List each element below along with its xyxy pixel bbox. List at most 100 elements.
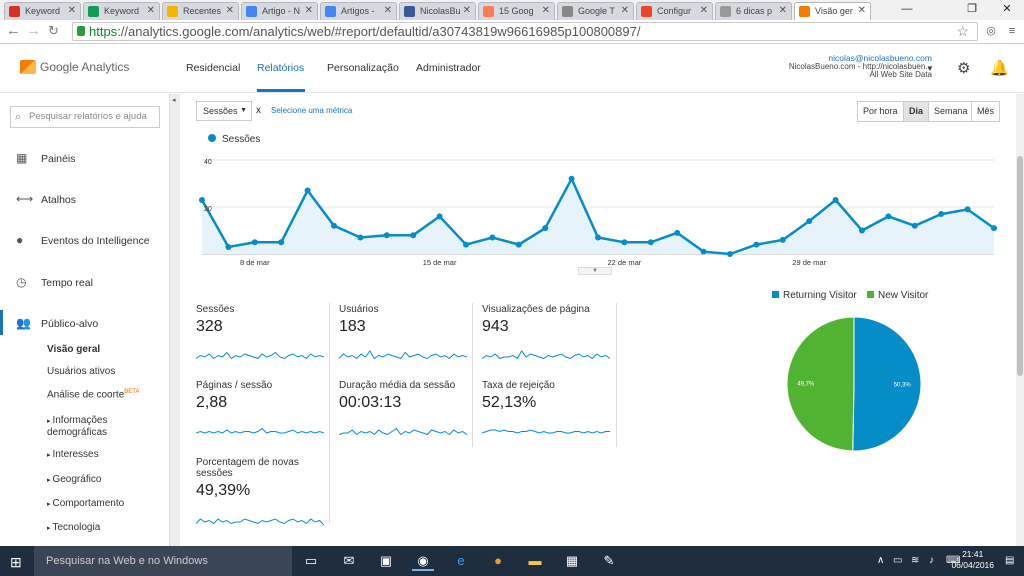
select-metric-link[interactable]: Selecione uma métrica	[271, 106, 353, 115]
close-window-button[interactable]: ✕	[1002, 3, 1012, 15]
browser-tab[interactable]: NicolasBu ✕	[399, 2, 476, 20]
metric-sparkline	[339, 350, 467, 360]
tray-volume-icon[interactable]: ♪	[929, 555, 934, 566]
account-dropdown-icon[interactable]: ▼	[926, 64, 934, 73]
folder-icon[interactable]: ▬	[528, 553, 542, 568]
tab-close-icon[interactable]: ✕	[146, 5, 155, 16]
sparkline-path	[339, 350, 467, 360]
tray-network-icon[interactable]: ▭	[893, 555, 903, 566]
browser-tab[interactable]: Artigos - ✕	[320, 2, 397, 20]
calculator-icon[interactable]: ▦	[565, 553, 579, 568]
paint-icon[interactable]: ✎	[603, 553, 615, 568]
gear-icon[interactable]: ⚙	[957, 60, 971, 77]
scrollbar[interactable]	[1016, 94, 1024, 546]
back-icon[interactable]: ←	[6, 22, 21, 39]
browser-tab[interactable]: Keyword ✕	[4, 2, 81, 20]
product-name: Google Analytics	[40, 60, 130, 74]
tab-close-icon[interactable]: ✕	[304, 5, 313, 16]
browser-tab[interactable]: Artigo - N ✕	[241, 2, 318, 20]
tab-close-icon[interactable]: ✕	[699, 5, 708, 16]
chart-collapse-toggle[interactable]: ▼	[578, 267, 612, 275]
range-month-button[interactable]: Mês	[971, 101, 1001, 122]
sidebar-sub-tecnologia[interactable]: ▸ Tecnologia	[47, 522, 100, 533]
metric-card[interactable]: Taxa de rejeição 52,13%	[482, 380, 618, 444]
mail-icon[interactable]: ✉	[343, 553, 355, 568]
tab-close-icon[interactable]: ✕	[225, 5, 234, 16]
browser-tab[interactable]: 15 Goog ✕	[478, 2, 555, 20]
minimize-button[interactable]: —	[901, 3, 913, 15]
taskbar-clock[interactable]: 21:41 06/04/2016	[951, 549, 994, 571]
browser-tab[interactable]: 6 dicas p ✕	[715, 2, 792, 20]
tray-wifi-icon[interactable]: ≋	[911, 555, 920, 566]
sidebar-sub-usuarios-ativos[interactable]: Usuários ativos	[47, 366, 116, 377]
restore-button[interactable]: ❐	[967, 3, 977, 15]
chrome-menu-icon[interactable]: ≡	[1008, 25, 1016, 37]
sidebar-sub-comportamento[interactable]: ▸ Comportamento	[47, 498, 124, 509]
menu-personalizacao[interactable]: Personalização	[327, 62, 399, 74]
browser-tab[interactable]: Google T ✕	[557, 2, 634, 20]
browser-tab[interactable]: Visão ger ✕	[794, 2, 871, 20]
data-point	[199, 196, 205, 203]
range-hour-button[interactable]: Por hora	[857, 101, 904, 122]
menu-residencial[interactable]: Residencial	[186, 62, 241, 74]
sidebar-item-publico-alvo[interactable]: 👥 Público-alvo	[16, 316, 98, 330]
sidebar-sub-visao-geral[interactable]: Visão geral	[47, 344, 101, 355]
sidebar-sub-analise-coorte[interactable]: Análise de coorteBETA	[47, 389, 140, 400]
tab-favicon-icon	[246, 6, 257, 17]
metric-card[interactable]: Sessões 328	[196, 304, 332, 368]
sidebar-item-paineis[interactable]: ▦ Painéis	[16, 151, 75, 165]
url-field[interactable]: https://analytics.google.com/analytics/w…	[72, 22, 978, 41]
chrome-taskbar-icon[interactable]: ◉	[412, 551, 434, 571]
menu-administrador[interactable]: Administrador	[416, 62, 481, 74]
metric-card[interactable]: Porcentagem de novas sessões 49,39%	[196, 457, 332, 533]
sidebar-sub-demograficas[interactable]: ▸ Informações demográficas	[47, 415, 147, 438]
browser-tab[interactable]: Recentes ✕	[162, 2, 239, 20]
tab-close-icon[interactable]: ✕	[778, 5, 787, 16]
sidebar-sub-geografico[interactable]: ▸ Geográfico	[47, 474, 101, 485]
metric-card[interactable]: Visualizações de página 943	[482, 304, 618, 368]
taskbar-search[interactable]: Pesquisar na Web e no Windows	[34, 546, 292, 576]
edge-icon[interactable]: e	[457, 553, 465, 568]
sidebar-item-tempo-real[interactable]: ◷ Tempo real	[16, 275, 93, 289]
bell-icon[interactable]: 🔔	[990, 60, 1009, 77]
account-site: NicolasBueno.com - http://nicolasbuen...	[788, 61, 932, 71]
address-bar: ← → ↻ https://analytics.google.com/analy…	[0, 20, 1024, 44]
metric-card[interactable]: Duração média da sessão 00:03:13	[339, 380, 475, 444]
reload-icon[interactable]: ↻	[48, 23, 59, 38]
tab-close-icon[interactable]: ✕	[620, 5, 629, 16]
app-icon[interactable]: ▣	[379, 553, 393, 568]
extension-icon[interactable]: ◎	[986, 25, 996, 37]
metric-card[interactable]: Páginas / sessão 2,88	[196, 380, 332, 444]
tab-close-icon[interactable]: ✕	[857, 5, 866, 16]
metric-selector[interactable]: Sessões ▼	[196, 101, 252, 121]
sidebar-collapse-handle[interactable]: ◂	[170, 94, 180, 546]
bookmark-star-icon[interactable]: ☆	[956, 23, 969, 39]
remove-metric-button[interactable]: x	[256, 105, 261, 116]
tab-close-icon[interactable]: ✕	[67, 5, 76, 16]
ga-logo[interactable]: Google Analytics	[20, 60, 129, 74]
menu-relatorios[interactable]: Relatórios	[257, 62, 305, 74]
sidebar-item-atalhos[interactable]: ⟷ Atalhos	[16, 192, 76, 206]
notifications-icon[interactable]: ▤	[1005, 555, 1015, 566]
firefox-icon[interactable]: ●	[494, 553, 502, 568]
range-week-button[interactable]: Semana	[928, 101, 974, 122]
data-point	[964, 206, 971, 213]
tab-close-icon[interactable]: ✕	[462, 5, 471, 16]
tab-close-icon[interactable]: ✕	[383, 5, 392, 16]
tray-keyboard-icon[interactable]: ⌨	[946, 555, 961, 566]
data-point	[859, 227, 865, 234]
windows-start-icon[interactable]: ⊞	[10, 554, 22, 570]
scrollbar-thumb[interactable]	[1017, 156, 1023, 376]
account-selector[interactable]: nicolas@nicolasbueno.com NicolasBueno.co…	[789, 54, 932, 80]
sidebar-sub-interesses[interactable]: ▸ Interesses	[47, 449, 99, 460]
sidebar-item-intelligence[interactable]: ● Eventos do Intelligence	[16, 233, 150, 247]
range-day-button[interactable]: Dia	[903, 101, 930, 122]
browser-tab[interactable]: Keyword ✕	[83, 2, 160, 20]
search-input[interactable]: ⌕ Pesquisar relatórios e ajuda	[10, 106, 160, 128]
task-view-icon[interactable]: ▭	[304, 553, 318, 568]
browser-tab[interactable]: Configur ✕	[636, 2, 713, 20]
forward-icon[interactable]: →	[26, 22, 41, 39]
tray-chevron-up-icon[interactable]: ∧	[877, 555, 885, 566]
metric-card[interactable]: Usuários 183	[339, 304, 475, 368]
tab-close-icon[interactable]: ✕	[541, 5, 550, 16]
